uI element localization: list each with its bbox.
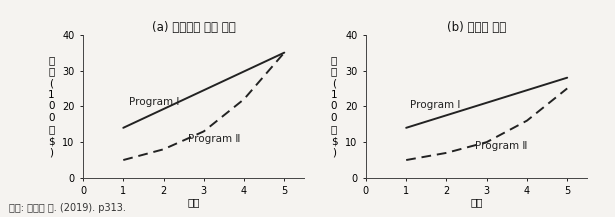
X-axis label: 횟수: 횟수 — [470, 198, 483, 208]
Text: Program Ⅰ: Program Ⅰ — [129, 97, 180, 107]
X-axis label: 횟수: 횟수 — [188, 198, 200, 208]
Y-axis label: 비
용
(
1
0
0
만
$
): 비 용 ( 1 0 0 만 $ ) — [48, 55, 55, 158]
Text: Program Ⅱ: Program Ⅱ — [475, 141, 527, 151]
Text: Program Ⅱ: Program Ⅱ — [188, 134, 240, 144]
Text: 자료: 남궁근 외. (2019). p313.: 자료: 남궁근 외. (2019). p313. — [9, 203, 126, 213]
Title: (b) 할인한 경우: (b) 할인한 경우 — [447, 21, 506, 34]
Title: (a) 할인하지 않은 경우: (a) 할인하지 않은 경우 — [152, 21, 236, 34]
Y-axis label: 비
용
(
1
0
0
만
$
): 비 용 ( 1 0 0 만 $ ) — [331, 55, 338, 158]
Text: Program Ⅰ: Program Ⅰ — [410, 100, 461, 110]
